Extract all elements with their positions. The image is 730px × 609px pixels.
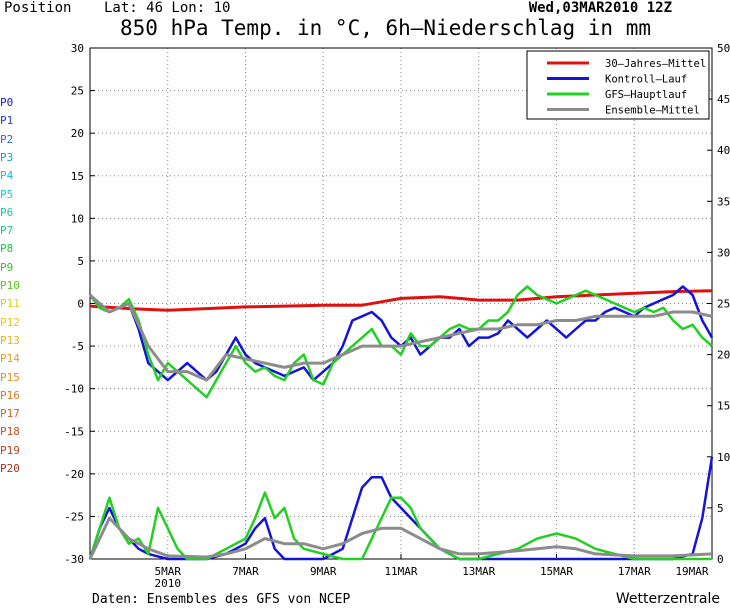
y-right-tick-label: 10 (717, 451, 730, 464)
member-label: P20 (0, 462, 20, 475)
x-tick-label: 7MAR (232, 565, 259, 578)
x-tick-label: 5MAR (155, 565, 182, 578)
member-label: P1 (0, 114, 14, 128)
data-source: Daten: Ensembles des GFS von NCEP (92, 592, 351, 607)
member-label: P3 (0, 150, 14, 164)
member-label: P7 (0, 224, 14, 238)
y-right-tick-label: 35 (717, 195, 730, 208)
legend-label: GFS–Hauptlauf (605, 89, 687, 101)
y-left-tick-label: -30 (64, 553, 84, 566)
member-label: P8 (0, 242, 14, 256)
legend-label: 30–Jahres–Mittel (605, 58, 706, 70)
precip-series-line (88, 491, 712, 561)
brand-label: Wetterzentrale (615, 591, 720, 607)
y-left-tick-label: -25 (64, 510, 84, 523)
y-left-tick-label: 15 (71, 170, 84, 183)
y-right-tick-label: 45 (717, 93, 730, 106)
member-label: P0 (0, 96, 14, 109)
member-label: P12 (0, 315, 20, 329)
y-right-tick-label: 5 (717, 502, 724, 515)
y-right-tick-label: 0 (717, 553, 724, 566)
temperature-series-line (89, 293, 713, 382)
y-right-tick-label: 15 (717, 400, 730, 413)
y-right-tick-label: 40 (717, 144, 730, 157)
y-right-tick-label: 50 (717, 42, 730, 55)
location-label: Lat: 46 Lon: 10 (104, 0, 231, 16)
x-tick-label: 19MAR (675, 565, 708, 578)
x-tick-label: 11MAR (384, 565, 417, 578)
member-label: P16 (0, 388, 20, 402)
x-tick-label: 17MAR (618, 565, 651, 578)
member-label: P10 (0, 279, 20, 292)
precip-series-line (88, 516, 713, 560)
y-left-tick-label: 20 (71, 127, 84, 140)
member-label: P4 (0, 169, 14, 183)
member-label: P6 (0, 205, 14, 219)
legend-label: Kontroll–Lauf (605, 74, 687, 86)
y-left-tick-label: 0 (77, 298, 84, 311)
x-tick-sublabel: 2010 (155, 577, 182, 590)
y-left-tick-label: -10 (64, 383, 84, 396)
member-label: P19 (0, 443, 20, 457)
position-label: Position (4, 0, 72, 16)
x-tick-label: 15MAR (540, 565, 573, 578)
y-left-tick-label: -5 (71, 340, 84, 353)
member-label: P5 (0, 187, 14, 201)
legend-label: Ensemble–Mittel (605, 105, 700, 117)
y-left-tick-label: 25 (71, 85, 84, 98)
y-left-tick-label: 10 (71, 212, 84, 225)
chart-title: 850 hPa Temp. in °C, 6h–Niederschlag in … (120, 16, 652, 40)
temperature-series-line (89, 285, 713, 399)
y-right-tick-label: 25 (717, 298, 730, 311)
x-tick-label: 9MAR (310, 565, 337, 578)
member-label: P14 (0, 352, 20, 366)
y-left-tick-label: 5 (77, 255, 84, 268)
member-label: P9 (0, 260, 14, 274)
run-date: Wed,03MAR2010 12Z (528, 0, 672, 16)
member-label: P15 (0, 370, 20, 384)
y-left-tick-label: -20 (64, 468, 84, 481)
x-tick-label: 13MAR (462, 565, 495, 578)
y-left-tick-label: 30 (71, 42, 84, 55)
member-label: P17 (0, 407, 20, 421)
y-left-tick-label: -15 (64, 425, 84, 438)
y-right-tick-label: 20 (717, 349, 730, 362)
member-label: P2 (0, 132, 14, 146)
member-label: P11 (0, 297, 20, 311)
member-label: P13 (0, 333, 20, 347)
member-label: P18 (0, 425, 20, 439)
y-right-tick-label: 30 (717, 246, 730, 259)
